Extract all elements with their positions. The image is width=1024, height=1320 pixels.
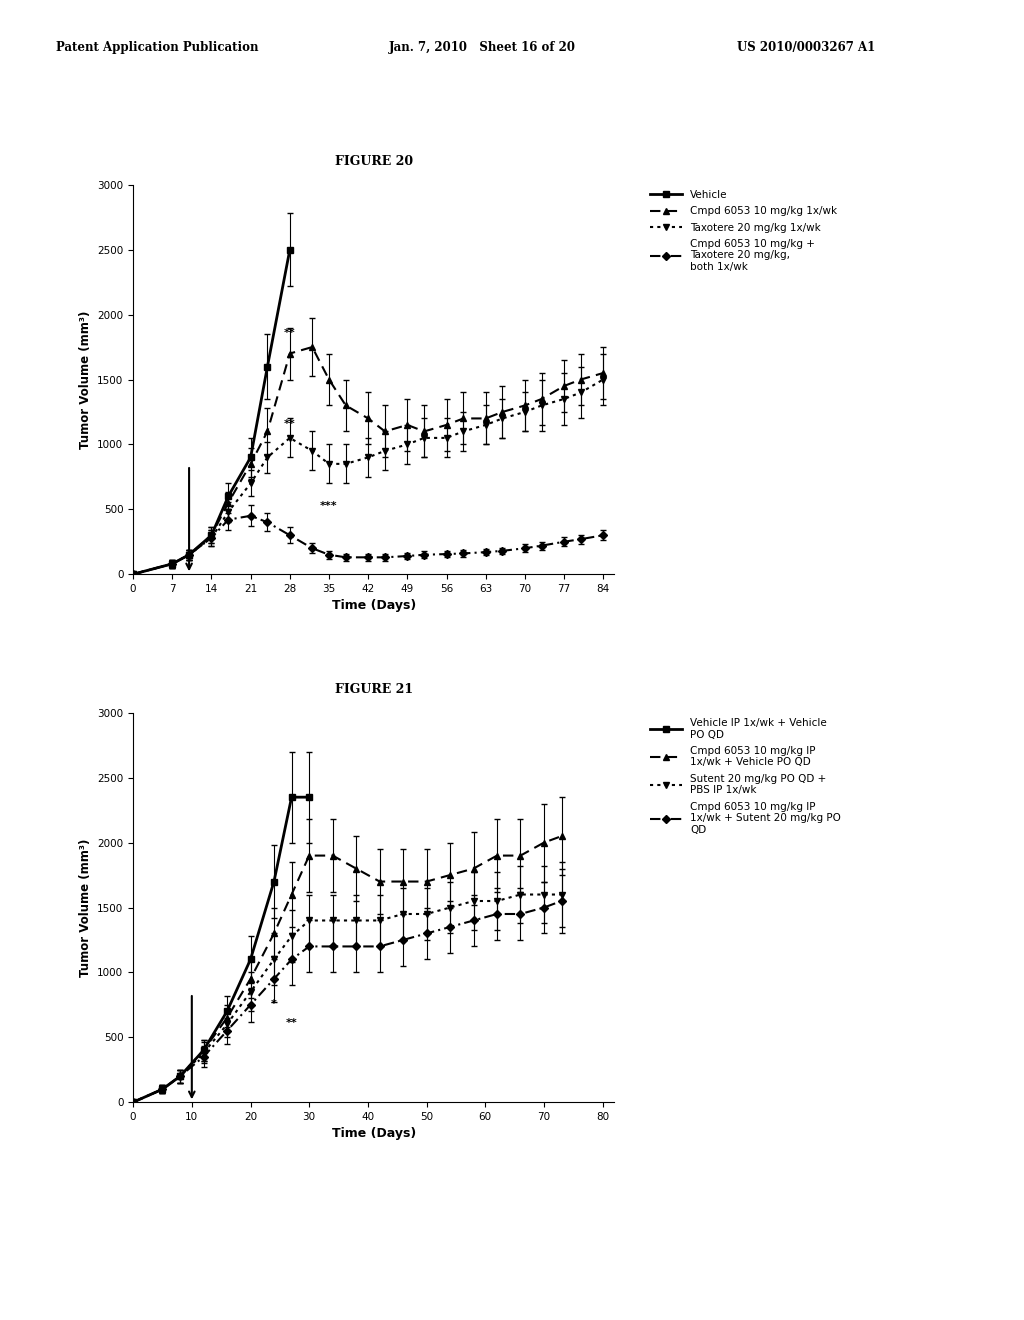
Y-axis label: Tumor Volume (mm³): Tumor Volume (mm³) — [79, 310, 91, 449]
Text: ***: *** — [321, 500, 338, 511]
Legend: Vehicle IP 1x/wk + Vehicle
PO QD, Cmpd 6053 10 mg/kg IP
1x/wk + Vehicle PO QD, S: Vehicle IP 1x/wk + Vehicle PO QD, Cmpd 6… — [650, 718, 841, 834]
Text: **: ** — [284, 327, 296, 338]
Text: *: * — [271, 999, 276, 1008]
Text: Patent Application Publication: Patent Application Publication — [56, 41, 259, 54]
Text: FIGURE 20: FIGURE 20 — [335, 154, 413, 168]
Text: Jan. 7, 2010   Sheet 16 of 20: Jan. 7, 2010 Sheet 16 of 20 — [389, 41, 577, 54]
Text: FIGURE 21: FIGURE 21 — [335, 682, 413, 696]
Legend: Vehicle, Cmpd 6053 10 mg/kg 1x/wk, Taxotere 20 mg/kg 1x/wk, Cmpd 6053 10 mg/kg +: Vehicle, Cmpd 6053 10 mg/kg 1x/wk, Taxot… — [650, 190, 837, 272]
Y-axis label: Tumor Volume (mm³): Tumor Volume (mm³) — [79, 838, 91, 977]
Text: **: ** — [286, 1018, 297, 1028]
Text: **: ** — [284, 418, 296, 429]
Text: US 2010/0003267 A1: US 2010/0003267 A1 — [737, 41, 876, 54]
X-axis label: Time (Days): Time (Days) — [332, 599, 416, 612]
X-axis label: Time (Days): Time (Days) — [332, 1127, 416, 1140]
